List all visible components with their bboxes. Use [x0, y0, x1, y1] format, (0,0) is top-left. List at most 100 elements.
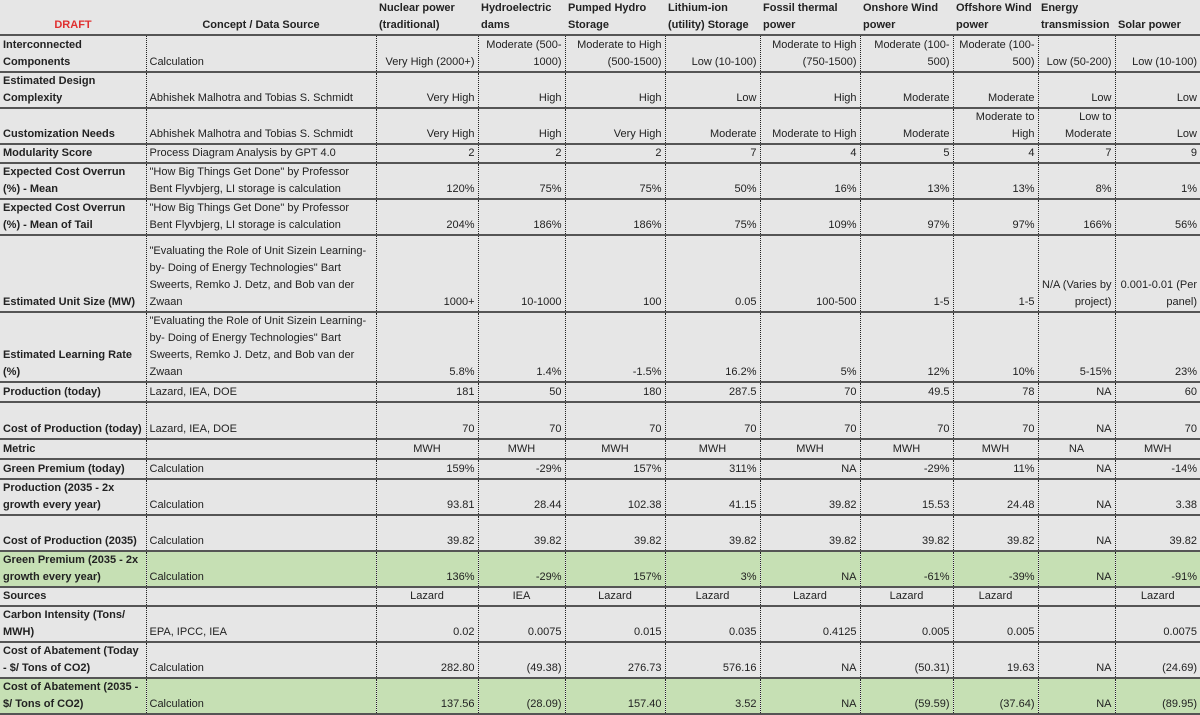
- value-cell[interactable]: (89.95): [1114, 678, 1200, 715]
- value-cell[interactable]: Lazard: [1114, 587, 1200, 607]
- value-cell[interactable]: 5: [859, 144, 953, 164]
- value-cell[interactable]: 576.16: [664, 642, 760, 679]
- value-cell[interactable]: 1-5: [952, 235, 1038, 313]
- value-cell[interactable]: 1%: [1114, 163, 1200, 200]
- value-cell[interactable]: Moderate to High (750-1500): [759, 35, 860, 73]
- value-cell[interactable]: 186%: [564, 199, 665, 236]
- value-cell[interactable]: MWH: [759, 439, 860, 460]
- column-header[interactable]: Pumped Hydro Storage: [565, 0, 665, 36]
- value-cell[interactable]: MWH: [564, 439, 665, 460]
- data-source-cell[interactable]: "Evaluating the Role of Unit Sizein Lear…: [145, 235, 376, 313]
- value-cell[interactable]: 1000+: [375, 235, 478, 313]
- row-label[interactable]: Modularity Score: [0, 144, 146, 164]
- value-cell[interactable]: 16%: [759, 163, 860, 200]
- value-cell[interactable]: Low (10-100): [664, 35, 760, 73]
- value-cell[interactable]: MWH: [664, 439, 760, 460]
- value-cell[interactable]: NA: [1037, 459, 1115, 480]
- data-source-cell[interactable]: "How Big Things Get Done" by Professor B…: [145, 199, 376, 236]
- value-cell[interactable]: [1037, 587, 1115, 607]
- draft-label[interactable]: DRAFT: [0, 0, 146, 36]
- value-cell[interactable]: 56%: [1114, 199, 1200, 236]
- data-source-cell[interactable]: Calculation: [145, 35, 376, 73]
- value-cell[interactable]: NA: [759, 551, 860, 588]
- value-cell[interactable]: 39.82: [952, 515, 1038, 552]
- value-cell[interactable]: Moderate: [859, 72, 953, 109]
- value-cell[interactable]: 70: [1114, 402, 1200, 440]
- data-source-cell[interactable]: Lazard, IEA, DOE: [145, 402, 376, 440]
- value-cell[interactable]: High: [564, 72, 665, 109]
- value-cell[interactable]: 39.82: [375, 515, 478, 552]
- value-cell[interactable]: NA: [1037, 642, 1115, 679]
- row-label[interactable]: Expected Cost Overrun (%) - Mean: [0, 163, 146, 200]
- data-source-cell[interactable]: Calculation: [145, 678, 376, 715]
- value-cell[interactable]: 49.5: [859, 382, 953, 403]
- column-header[interactable]: Fossil thermal power: [760, 0, 860, 36]
- row-label[interactable]: Cost of Abatement (2035 - $/ Tons of CO2…: [0, 678, 146, 715]
- value-cell[interactable]: 0.0075: [477, 606, 565, 643]
- value-cell[interactable]: High: [759, 72, 860, 109]
- value-cell[interactable]: (24.69): [1114, 642, 1200, 679]
- data-source-cell[interactable]: EPA, IPCC, IEA: [145, 606, 376, 643]
- value-cell[interactable]: High: [477, 108, 565, 145]
- value-cell[interactable]: NA: [1037, 678, 1115, 715]
- value-cell[interactable]: (50.31): [859, 642, 953, 679]
- value-cell[interactable]: 39.82: [1114, 515, 1200, 552]
- value-cell[interactable]: 70: [759, 402, 860, 440]
- value-cell[interactable]: -1.5%: [564, 312, 665, 383]
- value-cell[interactable]: 16.2%: [664, 312, 760, 383]
- value-cell[interactable]: 75%: [664, 199, 760, 236]
- value-cell[interactable]: MWH: [859, 439, 953, 460]
- value-cell[interactable]: 5-15%: [1037, 312, 1115, 383]
- value-cell[interactable]: 1.4%: [477, 312, 565, 383]
- value-cell[interactable]: 93.81: [375, 479, 478, 516]
- value-cell[interactable]: 41.15: [664, 479, 760, 516]
- value-cell[interactable]: 78: [952, 382, 1038, 403]
- value-cell[interactable]: NA: [1037, 402, 1115, 440]
- value-cell[interactable]: 13%: [859, 163, 953, 200]
- value-cell[interactable]: -14%: [1114, 459, 1200, 480]
- value-cell[interactable]: (28.09): [477, 678, 565, 715]
- row-label[interactable]: Production (today): [0, 382, 146, 403]
- value-cell[interactable]: NA: [1037, 515, 1115, 552]
- value-cell[interactable]: 97%: [952, 199, 1038, 236]
- value-cell[interactable]: -29%: [859, 459, 953, 480]
- value-cell[interactable]: 120%: [375, 163, 478, 200]
- row-label[interactable]: Sources: [0, 587, 146, 607]
- value-cell[interactable]: 5.8%: [375, 312, 478, 383]
- row-label[interactable]: Production (2035 - 2x growth every year): [0, 479, 146, 516]
- value-cell[interactable]: MWH: [1114, 439, 1200, 460]
- value-cell[interactable]: 7: [664, 144, 760, 164]
- row-label[interactable]: Expected Cost Overrun (%) - Mean of Tail: [0, 199, 146, 236]
- value-cell[interactable]: 3.52: [664, 678, 760, 715]
- value-cell[interactable]: Very High (2000+): [375, 35, 478, 73]
- value-cell[interactable]: Low: [664, 72, 760, 109]
- column-header[interactable]: Hydroelectric dams: [478, 0, 565, 36]
- value-cell[interactable]: Very High: [564, 108, 665, 145]
- value-cell[interactable]: NA: [1037, 551, 1115, 588]
- value-cell[interactable]: 39.82: [859, 515, 953, 552]
- row-label[interactable]: Metric: [0, 439, 146, 460]
- value-cell[interactable]: 70: [477, 402, 565, 440]
- row-label[interactable]: Customization Needs: [0, 108, 146, 145]
- value-cell[interactable]: Low (10-100): [1114, 35, 1200, 73]
- value-cell[interactable]: -29%: [477, 459, 565, 480]
- value-cell[interactable]: 5%: [759, 312, 860, 383]
- value-cell[interactable]: 109%: [759, 199, 860, 236]
- value-cell[interactable]: 0.005: [859, 606, 953, 643]
- data-source-cell[interactable]: Lazard, IEA, DOE: [145, 382, 376, 403]
- value-cell[interactable]: Lazard: [759, 587, 860, 607]
- value-cell[interactable]: 9: [1114, 144, 1200, 164]
- column-header[interactable]: Onshore Wind power: [860, 0, 953, 36]
- value-cell[interactable]: NA: [1037, 439, 1115, 460]
- data-source-cell[interactable]: Abhishek Malhotra and Tobias S. Schmidt: [145, 108, 376, 145]
- column-header[interactable]: Energy transmission: [1038, 0, 1115, 36]
- data-source-cell[interactable]: Process Diagram Analysis by GPT 4.0: [145, 144, 376, 164]
- value-cell[interactable]: 60: [1114, 382, 1200, 403]
- value-cell[interactable]: 70: [952, 402, 1038, 440]
- value-cell[interactable]: Low: [1114, 108, 1200, 145]
- value-cell[interactable]: 0.005: [952, 606, 1038, 643]
- value-cell[interactable]: -29%: [477, 551, 565, 588]
- row-label[interactable]: Interconnected Components: [0, 35, 146, 73]
- value-cell[interactable]: MWH: [375, 439, 478, 460]
- value-cell[interactable]: Moderate (100-500): [952, 35, 1038, 73]
